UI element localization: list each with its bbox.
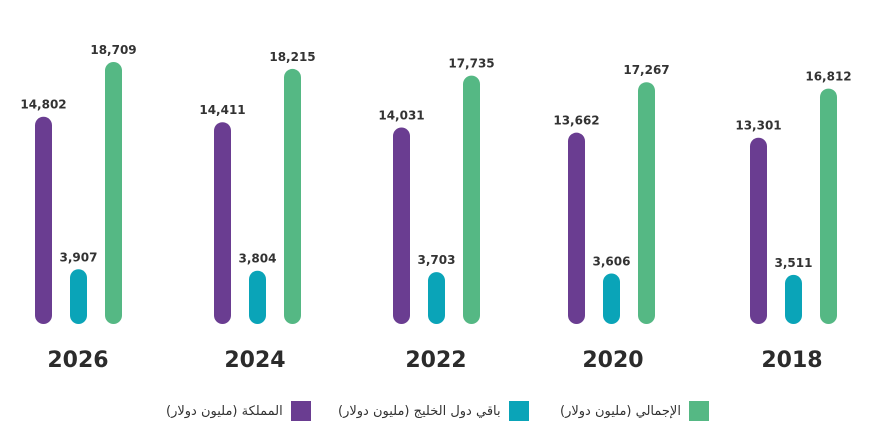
legend-label-kingdom: المملكة (مليون دولار)	[166, 403, 283, 419]
bar-kingdom-2022	[393, 127, 410, 325]
bar-gulf-2020	[603, 273, 620, 324]
bar-gulf-2024	[249, 270, 266, 324]
bar-kingdom-2020	[568, 132, 585, 324]
data-label-kingdom-2022: 14,031	[378, 109, 424, 123]
data-label-total-2024: 18,215	[269, 50, 315, 64]
category-label-2018: 2018	[761, 348, 822, 373]
chart-legend: الإجمالي (مليون دولار) باقي دول الخليج (…	[0, 398, 892, 428]
data-label-kingdom-2026: 14,802	[20, 98, 66, 112]
bar-total-2022	[463, 75, 480, 324]
bar-kingdom-2018	[750, 137, 767, 324]
data-label-total-2018: 16,812	[805, 70, 851, 84]
legend-swatch-gulf	[508, 401, 529, 421]
bar-total-2018	[820, 88, 837, 324]
bar-group-2024: 14,411 3,804 18,215 2024	[199, 50, 315, 373]
data-label-kingdom-2018: 13,301	[735, 119, 781, 133]
legend-item-kingdom: المملكة (مليون دولار)	[166, 398, 311, 424]
legend-swatch-total	[688, 401, 709, 421]
category-label-2020: 2020	[582, 348, 643, 373]
data-label-total-2022: 17,735	[448, 57, 494, 71]
bar-group-2022: 14,031 3,703 17,735 2022	[378, 57, 494, 373]
bar-chart: 14,802 3,907 18,709 2026 14,411 3,804 18,215 20…	[20, 43, 851, 373]
data-label-total-2026: 18,709	[90, 43, 136, 57]
bar-kingdom-2024	[214, 122, 231, 325]
category-label-2022: 2022	[405, 348, 466, 373]
data-label-total-2020: 17,267	[623, 63, 669, 77]
bar-group-2018: 13,301 3,511 16,812 2018	[735, 70, 851, 373]
legend-item-gulf: باقي دول الخليج (مليون دولار)	[338, 398, 529, 424]
legend-label-gulf: باقي دول الخليج (مليون دولار)	[338, 403, 501, 419]
legend-swatch-kingdom	[290, 401, 311, 421]
bar-group-2020: 13,662 3,606 17,267 2020	[553, 63, 669, 373]
bar-total-2026	[105, 62, 122, 324]
data-label-gulf-2022: 3,703	[418, 253, 456, 267]
bar-total-2024	[284, 68, 301, 324]
bar-gulf-2022	[428, 272, 445, 324]
data-label-gulf-2018: 3,511	[775, 256, 813, 270]
legend-item-total: الإجمالي (مليون دولار)	[560, 398, 709, 424]
bar-total-2020	[638, 82, 655, 325]
data-label-kingdom-2020: 13,662	[553, 114, 599, 128]
bar-gulf-2026	[70, 269, 87, 324]
data-label-gulf-2024: 3,804	[239, 252, 277, 266]
bar-kingdom-2026	[35, 116, 52, 324]
data-label-gulf-2020: 3,606	[593, 255, 631, 269]
legend-label-total: الإجمالي (مليون دولار)	[560, 403, 681, 419]
bar-group-2026: 14,802 3,907 18,709 2026	[20, 43, 136, 373]
data-label-kingdom-2024: 14,411	[199, 103, 245, 117]
bar-gulf-2018	[785, 274, 802, 324]
category-label-2024: 2024	[224, 348, 285, 373]
category-label-2026: 2026	[47, 348, 108, 373]
data-label-gulf-2026: 3,907	[60, 250, 98, 264]
